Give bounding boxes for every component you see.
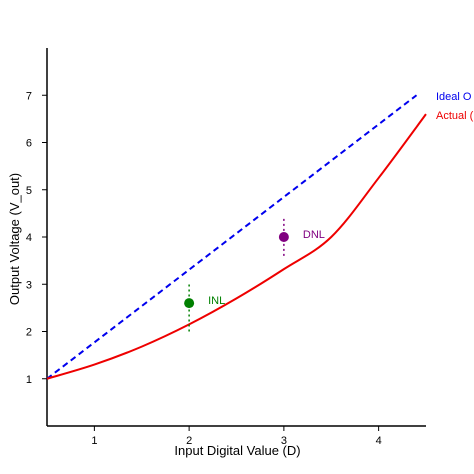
- y-tick-label: 4: [26, 232, 32, 244]
- y-axis-title: Output Voltage (V_out): [7, 173, 22, 305]
- dnl-label: DNL: [303, 229, 325, 241]
- actual-output-line: [46, 113, 427, 380]
- x-tick-label: 2: [186, 435, 192, 447]
- y-tick-label: 5: [26, 185, 32, 197]
- y-tick-label: 1: [26, 374, 32, 386]
- ticks: 1 2 3 4 1 2 3 4 5 6 7: [26, 90, 382, 447]
- inl-label: INL: [208, 295, 225, 307]
- y-tick-label: 7: [26, 90, 32, 102]
- axes: [46, 48, 426, 427]
- ideal-output-line: [46, 94, 418, 380]
- y-tick-label: 6: [26, 138, 32, 150]
- annotations: INL DNL: [184, 218, 325, 332]
- legend: Ideal O Actual (: [436, 91, 474, 122]
- dnl-point: [278, 232, 289, 242]
- inl-point: [184, 298, 195, 309]
- x-tick-label: 3: [281, 435, 287, 447]
- series: [46, 94, 427, 380]
- x-tick-label: 4: [376, 435, 382, 447]
- x-axis-title: Input Digital Value (D): [174, 443, 300, 458]
- x-tick-label: 1: [91, 435, 97, 447]
- y-tick-label: 2: [26, 327, 32, 339]
- y-tick-label: 3: [26, 279, 32, 291]
- legend-entry: Ideal O: [436, 91, 472, 103]
- legend-entry: Actual (: [436, 110, 474, 122]
